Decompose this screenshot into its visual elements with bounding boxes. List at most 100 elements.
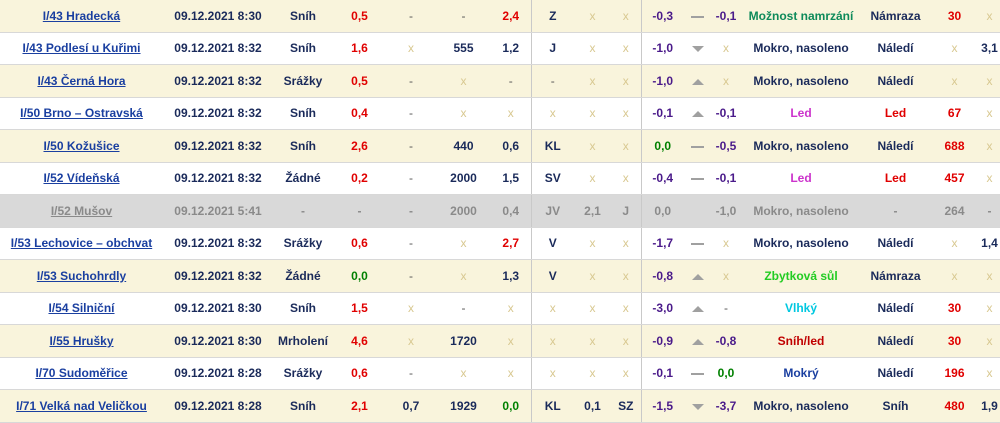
air-temperature: 2,6: [333, 129, 386, 163]
col-13: -1,0: [711, 194, 741, 228]
col-7-value: 0,0: [502, 398, 520, 413]
col-6-value: x: [460, 73, 467, 88]
station-link[interactable]: I/53 Suchohrdly: [0, 259, 163, 293]
col-7-value: x: [507, 333, 514, 348]
col-13-value: x: [723, 268, 729, 283]
road-temperature-value: -0,1: [652, 106, 674, 121]
wind-direction-value: x: [549, 366, 556, 381]
station-link[interactable]: I/50 Kožušice: [0, 129, 163, 163]
col-7-value: 0,6: [502, 138, 520, 153]
col-13: x: [711, 64, 741, 98]
wind-direction: Z: [530, 0, 574, 33]
col-17-value: 3,1: [981, 41, 998, 56]
col-10-value: x: [622, 138, 629, 153]
road-state: Mokro, nasoleno: [741, 64, 861, 98]
precipitation: Žádné: [273, 259, 333, 293]
wind-direction: x: [530, 324, 574, 358]
col-13: -0,1: [711, 0, 741, 33]
station-name-link[interactable]: I/52 Vídeňská: [43, 171, 120, 186]
col-16: 30: [930, 324, 979, 358]
col-9-value: 0,1: [584, 398, 601, 413]
table-row: I/50 Kožušice 09.12.2021 8:32 Sníh 2,6 - 440 0…: [0, 129, 1000, 163]
station-name-link[interactable]: I/53 Lechovice – obchvat: [10, 236, 153, 251]
station-link[interactable]: I/50 Brno – Ostravská: [0, 97, 163, 130]
wind-direction: x: [530, 292, 574, 325]
col-10: J: [611, 194, 641, 228]
col-16-value: 196: [944, 366, 965, 381]
col-13-value: x: [723, 236, 729, 251]
col-10-value: x: [622, 333, 629, 348]
measure-time: 09.12.2021 8:32: [163, 162, 273, 195]
road-temperature-value: 0,0: [654, 203, 672, 218]
col-7-value: x: [507, 106, 514, 121]
station-name-link[interactable]: I/53 Suchohrdly: [36, 268, 127, 283]
precipitation-value: Srážky: [283, 366, 323, 381]
col-9-value: x: [589, 8, 596, 23]
station-link[interactable]: I/53 Lechovice – obchvat: [0, 227, 163, 260]
road-condition: Sníh: [861, 389, 930, 423]
table-row: I/71 Velká nad Veličkou 09.12.2021 8:28 Sn…: [0, 389, 1000, 423]
col-5-value: -: [409, 366, 413, 381]
wind-direction: SV: [530, 162, 574, 195]
measure-time-value: 09.12.2021 8:30: [174, 333, 262, 348]
table-row: I/52 Mušov 09.12.2021 5:41 - - - 2000 0,4 JV 2,1…: [0, 194, 1000, 228]
station-link[interactable]: I/54 Silniční: [0, 292, 163, 325]
station-name-link[interactable]: I/70 Sudoměřice: [35, 366, 128, 381]
col-9: x: [574, 227, 611, 260]
col-10: x: [611, 129, 641, 163]
station-name-link[interactable]: I/52 Mušov: [50, 203, 113, 218]
road-temperature-value: -1,5: [652, 398, 674, 413]
col-7: 0,4: [491, 194, 531, 228]
station-name-link[interactable]: I/43 Hradecká: [42, 8, 121, 23]
col-6-value: x: [460, 268, 467, 283]
col-16: 480: [930, 389, 979, 423]
road-condition-value: -: [893, 203, 898, 218]
station-link[interactable]: I/52 Vídeňská: [0, 162, 163, 195]
col-13: x: [711, 227, 741, 260]
station-link[interactable]: I/70 Sudoměřice: [0, 357, 163, 390]
station-name-link[interactable]: I/54 Silniční: [48, 301, 115, 316]
col-6: 2000: [436, 194, 491, 228]
col-13: x: [711, 259, 741, 293]
col-7-value: 1,2: [502, 41, 520, 56]
station-name-link[interactable]: I/55 Hrušky: [49, 333, 114, 348]
road-state: Mokro, nasoleno: [741, 194, 861, 228]
station-name-link[interactable]: I/43 Černá Hora: [37, 73, 126, 88]
station-name-link[interactable]: I/50 Brno – Ostravská: [20, 106, 143, 121]
precipitation: Srážky: [273, 64, 333, 98]
precipitation-value: Srážky: [283, 73, 323, 88]
air-temperature: -: [333, 194, 386, 228]
road-condition: Led: [861, 97, 930, 130]
station-link[interactable]: I/43 Podlesí u Kuřimi: [0, 32, 163, 65]
road-state-value: Mokro, nasoleno: [753, 73, 849, 88]
station-link[interactable]: I/55 Hrušky: [0, 324, 163, 358]
col-10-value: x: [622, 41, 629, 56]
station-link[interactable]: I/43 Černá Hora: [0, 64, 163, 98]
col-6: x: [436, 227, 491, 260]
station-name-link[interactable]: I/50 Kožušice: [43, 138, 120, 153]
air-temperature-value: 1,5: [351, 301, 368, 316]
station-name-link[interactable]: I/71 Velká nad Veličkou: [16, 398, 147, 413]
precipitation-value: Sníh: [290, 138, 316, 153]
measure-time-value: 09.12.2021 8:28: [174, 366, 262, 381]
col-16: x: [930, 32, 979, 65]
station-name-link[interactable]: I/43 Podlesí u Kuřimi: [22, 41, 141, 56]
wind-direction-value: KL: [544, 138, 561, 153]
col-13-value: -0,1: [715, 106, 737, 121]
station-link[interactable]: I/43 Hradecká: [0, 0, 163, 33]
air-temperature-value: 0,6: [351, 236, 368, 251]
col-16-value: x: [951, 41, 958, 56]
col-9: x: [574, 129, 611, 163]
col-5-value: -: [409, 236, 413, 251]
measure-time: 09.12.2021 8:32: [163, 64, 273, 98]
precipitation-value: Sníh: [290, 301, 316, 316]
precipitation: -: [273, 194, 333, 228]
col-17: 1,4: [979, 227, 1000, 260]
wind-direction: J: [530, 32, 574, 65]
station-link[interactable]: I/71 Velká nad Veličkou: [0, 389, 163, 423]
station-link[interactable]: I/52 Mušov: [0, 194, 163, 228]
col-7: 1,5: [491, 162, 531, 195]
wind-direction-value: x: [549, 106, 556, 121]
